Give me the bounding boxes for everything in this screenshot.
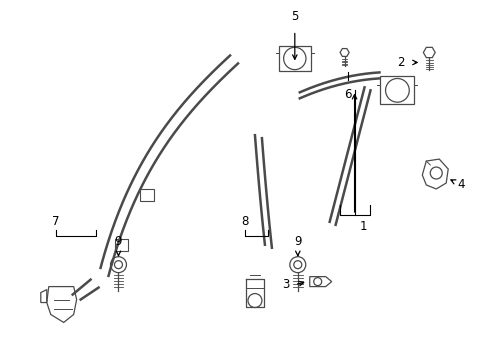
Text: 4: 4	[457, 179, 465, 192]
Text: 2: 2	[397, 56, 404, 69]
Text: 1: 1	[360, 220, 367, 233]
Text: 5: 5	[291, 10, 298, 23]
Text: 9: 9	[115, 235, 122, 248]
Text: 3: 3	[282, 278, 290, 291]
Text: 8: 8	[241, 215, 249, 228]
Text: 7: 7	[52, 215, 59, 228]
Text: 9: 9	[294, 235, 301, 248]
Text: 6: 6	[344, 88, 351, 102]
